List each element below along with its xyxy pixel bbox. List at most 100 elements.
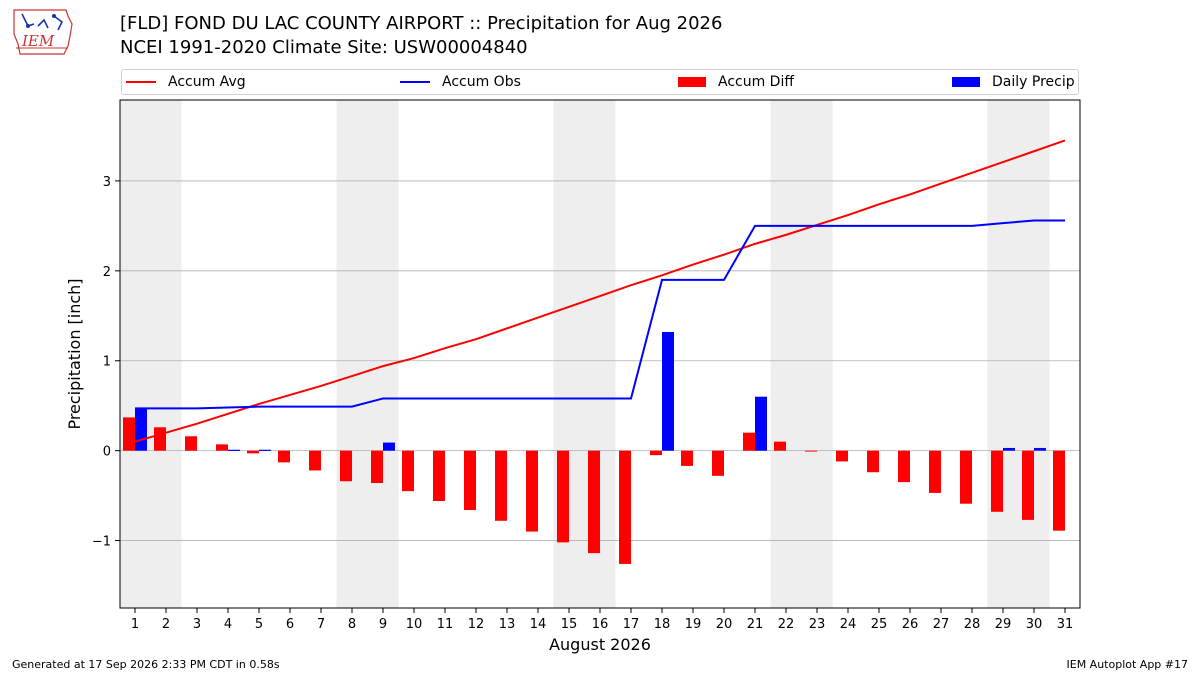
x-tick-label: 11 [437, 617, 454, 632]
accum-diff-bar [619, 450, 631, 564]
accum-diff-bar [154, 427, 166, 451]
accum-diff-bar [309, 450, 321, 471]
legend-swatch-accum-diff [678, 77, 706, 87]
accum-diff-bar [991, 450, 1003, 512]
accum-diff-bar [867, 450, 879, 473]
accum-diff-bar [836, 450, 848, 462]
x-tick-label: 21 [747, 617, 764, 632]
accum-diff-bar [526, 450, 538, 532]
x-tick-label: 19 [685, 617, 702, 632]
x-tick-label: 20 [716, 617, 733, 632]
accum-diff-bar [805, 450, 817, 452]
line-marks [134, 139, 1066, 443]
y-tick-label: 2 [103, 265, 111, 280]
legend-item-daily-precip: Daily Precip [952, 74, 1075, 90]
legend-label-accum-avg: Accum Avg [168, 74, 246, 90]
accum-diff-bar [123, 417, 135, 451]
x-tick-label: 18 [654, 617, 671, 632]
bar-marks [123, 331, 1065, 564]
logo-text: IEM [21, 32, 55, 50]
legend-item-accum-avg: Accum Avg [126, 74, 246, 90]
x-tick-label: 22 [778, 617, 795, 632]
x-tick-label: 29 [995, 617, 1012, 632]
accum-diff-bar [1053, 450, 1065, 531]
footer-generated-text: Generated at 17 Sep 2026 2:33 PM CDT in … [12, 658, 280, 671]
accum-diff-bar [402, 450, 414, 492]
legend-label-accum-diff: Accum Diff [718, 74, 795, 90]
accum-diff-bar [433, 450, 445, 502]
accum-diff-bar [743, 432, 755, 451]
y-axis-label: Precipitation [inch] [65, 278, 84, 429]
x-tick-label: 2 [162, 617, 170, 632]
accum-diff-bar [557, 450, 569, 543]
weekend-shade [336, 100, 399, 608]
x-axis-label: August 2026 [549, 635, 651, 654]
x-tick-label: 27 [933, 617, 950, 632]
daily-precip-bar [1034, 447, 1046, 451]
x-tick-label: 1 [131, 617, 139, 632]
accum-diff-bar [774, 441, 786, 451]
daily-precip-bar [383, 442, 395, 451]
x-tick-label: 12 [468, 617, 485, 632]
chart-legend: Accum Avg Accum Obs Accum Diff Daily Pre… [121, 69, 1079, 95]
y-tick-label: −1 [92, 535, 111, 550]
legend-item-accum-diff: Accum Diff [678, 74, 794, 90]
accum-diff-bar [681, 450, 693, 466]
x-tick-label: 26 [902, 617, 919, 632]
accum-diff-bar [247, 450, 259, 454]
legend-label-daily-precip: Daily Precip [992, 74, 1075, 90]
x-tick-label: 10 [406, 617, 423, 632]
x-tick-label: 13 [499, 617, 516, 632]
weekend-shade [119, 100, 182, 608]
x-tick-label: 31 [1057, 617, 1074, 632]
x-tick-label: 17 [623, 617, 640, 632]
accum-diff-bar [464, 450, 476, 510]
x-tick-label: 16 [592, 617, 609, 632]
accum-obs-line [135, 219, 1065, 410]
footer-app-text: IEM Autoplot App #17 [1066, 658, 1189, 671]
x-tick-label: 30 [1026, 617, 1043, 632]
accum-diff-bar [185, 436, 197, 451]
x-tick-label: 28 [964, 617, 981, 632]
accum-diff-bar [898, 450, 910, 483]
daily-precip-bar [755, 396, 767, 451]
daily-precip-bar [1003, 447, 1015, 451]
accum-diff-bar [340, 450, 352, 482]
x-tick-label: 7 [317, 617, 325, 632]
accum-diff-bar [371, 450, 383, 484]
accum-diff-bar [495, 450, 507, 521]
daily-precip-bar [228, 449, 240, 451]
legend-swatch-accum-obs [400, 81, 430, 83]
y-tick-label: 3 [103, 175, 111, 190]
daily-precip-bar [662, 331, 674, 451]
y-tick-label: 0 [103, 445, 111, 460]
accum-diff-bar [278, 450, 290, 463]
x-tick-label: 6 [286, 617, 294, 632]
x-tick-label: 3 [193, 617, 201, 632]
x-tick-label: 4 [224, 617, 232, 632]
accum-diff-bar [216, 444, 228, 451]
legend-label-accum-obs: Accum Obs [442, 74, 521, 90]
weekend-shade [987, 100, 1050, 608]
accum-avg-line [134, 139, 1066, 443]
daily-precip-bar [135, 408, 147, 451]
accum-diff-bar [588, 450, 600, 554]
legend-item-accum-obs: Accum Obs [400, 74, 521, 90]
x-tick-label: 15 [561, 617, 578, 632]
accum-diff-bar [712, 450, 724, 476]
weekend-shade [770, 100, 833, 608]
accum-diff-bar [960, 450, 972, 504]
iem-logo: IEM [13, 9, 73, 55]
accum-diff-bar [1022, 450, 1034, 520]
y-tick-label: 1 [103, 355, 111, 370]
chart-subtitle: NCEI 1991-2020 Climate Site: USW00004840 [120, 37, 528, 58]
x-tick-label: 25 [871, 617, 888, 632]
accum-diff-bar [650, 450, 662, 456]
legend-swatch-daily-precip [952, 77, 980, 87]
x-tick-label: 24 [840, 617, 857, 632]
x-tick-label: 23 [809, 617, 826, 632]
x-tick-label: 8 [348, 617, 356, 632]
x-tick-label: 5 [255, 617, 263, 632]
